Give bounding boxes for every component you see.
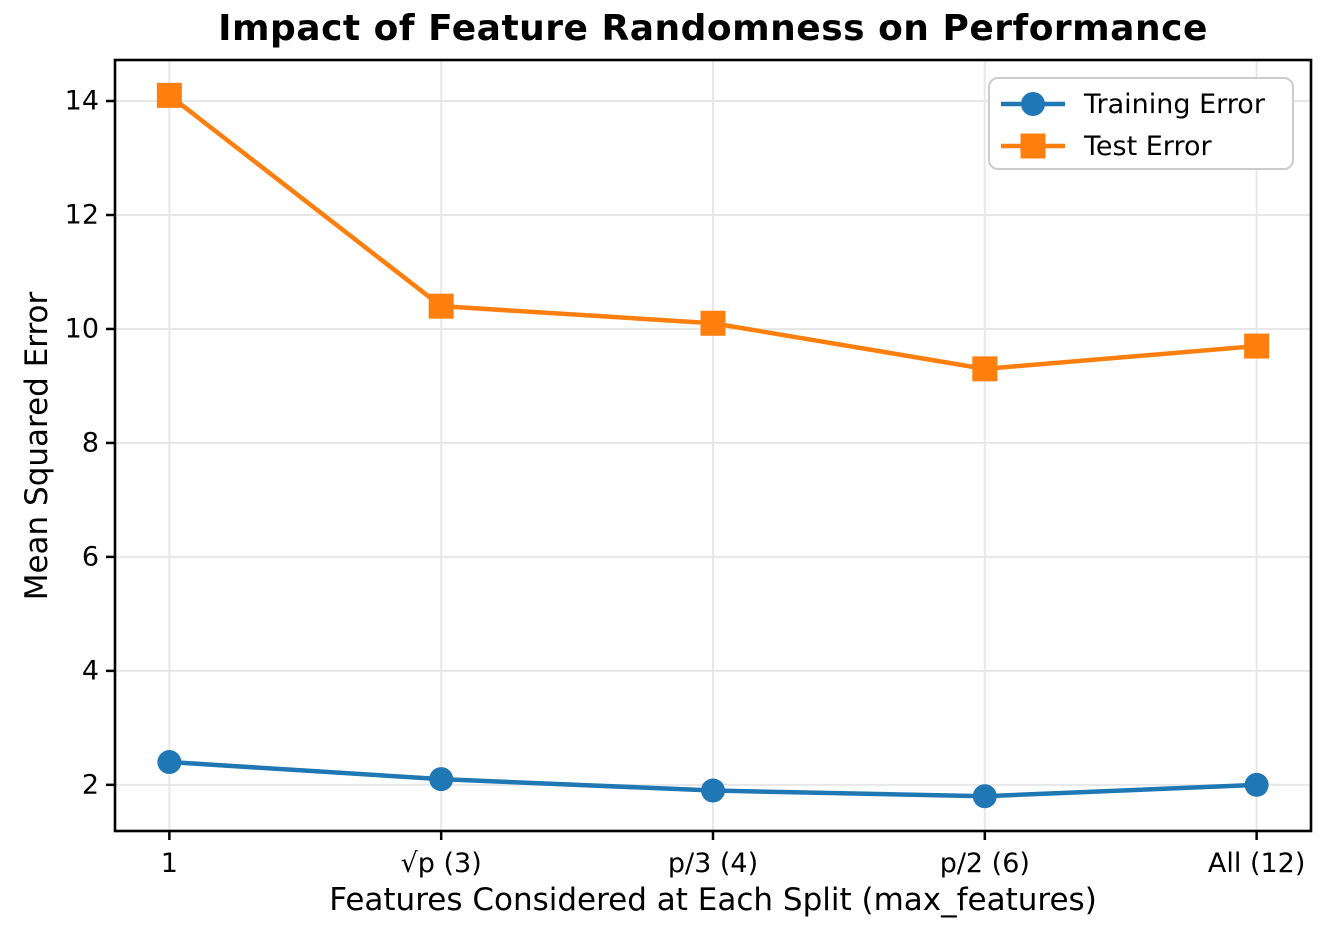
chart-title: Impact of Feature Randomness on Performa… (218, 8, 1208, 49)
x-tick-label: √p (3) (401, 848, 482, 879)
test-error-point (972, 356, 998, 382)
y-axis-label: Mean Squared Error (19, 291, 55, 601)
legend: Training Error Test Error (988, 77, 1294, 170)
y-tick-label: 8 (82, 427, 99, 458)
y-tick-label: 4 (82, 655, 99, 686)
training-error-point (1244, 772, 1269, 797)
test-error-point (700, 310, 726, 336)
y-tick-label: 2 (82, 769, 99, 800)
x-tick-label: p/2 (6) (940, 848, 1030, 879)
training-error-point (701, 778, 725, 803)
legend-item-training-error: Training Error (1000, 83, 1282, 125)
legend-item-test-error: Test Error (1000, 125, 1282, 167)
x-tick-label: All (12) (1208, 848, 1305, 879)
training-error-point (972, 784, 997, 809)
y-tick-label: 14 (65, 86, 99, 117)
training-error-point (157, 750, 182, 775)
legend-label-test-error: Test Error (1084, 130, 1212, 162)
legend-label-training-error: Training Error (1084, 88, 1265, 120)
training-error-line-marker-icon (1001, 92, 1065, 116)
test-error-point (1244, 333, 1270, 359)
y-tick-label: 12 (65, 199, 99, 230)
x-axis-label: Features Considered at Each Split (max_f… (329, 882, 1097, 918)
training-error-point (429, 767, 454, 792)
test-error-point (428, 293, 454, 319)
y-tick-label: 10 (65, 313, 99, 344)
test-error-point (156, 82, 182, 108)
y-tick-label: 6 (82, 541, 99, 572)
test-error-line-marker-icon (1001, 133, 1065, 159)
x-tick-label: 1 (161, 848, 178, 879)
x-tick-label: p/3 (4) (668, 848, 758, 879)
